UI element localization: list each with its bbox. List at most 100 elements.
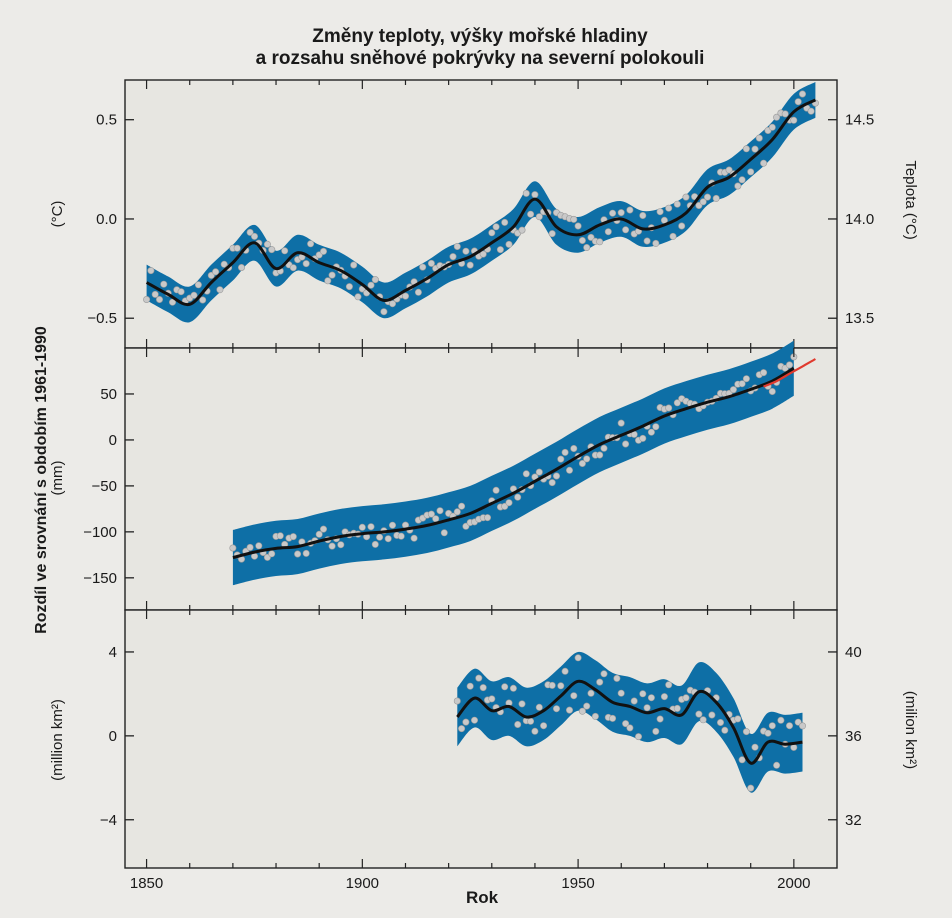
snow_cover-data-point (626, 724, 634, 732)
snow_cover-data-point (660, 693, 668, 701)
snow_cover-data-point (578, 707, 586, 715)
temperature-data-point (401, 292, 409, 300)
x-axis-label: Rok (466, 888, 499, 907)
sea_level-data-point (622, 440, 630, 448)
temperature-data-point (388, 300, 396, 308)
temperature-data-point (773, 113, 781, 121)
snow_cover-data-point (565, 706, 573, 714)
snow_cover-data-point (470, 716, 478, 724)
snow_cover-data-point (734, 715, 742, 723)
temperature-data-point (712, 194, 720, 202)
sea_level-data-point (596, 451, 604, 459)
temperature-data-point (760, 159, 768, 167)
temperature-ytick-right-label: 13.5 (845, 310, 874, 327)
snow_cover-ytick-left-label: 0 (109, 728, 117, 745)
temperature-data-point (307, 240, 315, 248)
snow_cover-data-point (647, 694, 655, 702)
snow_cover-data-point (557, 682, 565, 690)
snow_cover-ytick-left-label: 4 (109, 644, 117, 661)
temperature-data-point (742, 145, 750, 153)
snow_cover-data-point (561, 667, 569, 675)
sea_level-data-point (328, 542, 336, 550)
sea_level-data-point (367, 523, 375, 531)
temperature-data-point (462, 247, 470, 255)
sea_level-data-point (440, 529, 448, 537)
sea_level-data-point (583, 455, 591, 463)
panel-snow-cover-ylabel-left: (million km²) (49, 699, 66, 781)
temperature-data-point (522, 189, 530, 197)
sea_level-data-point (760, 369, 768, 377)
snow_cover-data-point (716, 718, 724, 726)
temperature-data-point (587, 233, 595, 241)
sea_level-data-point (535, 468, 543, 476)
temperature-ytick-right-label: 14.0 (845, 211, 874, 228)
temperature-smoothed-line (145, 98, 817, 307)
snow_cover-data-point (570, 692, 578, 700)
sea_level-data-point (371, 540, 379, 548)
snow_cover-uncertainty-band (457, 651, 803, 793)
sea_level-ytick-left-label: −50 (92, 478, 117, 495)
temperature-marks: −0.5 0.0 0.5 13.5 14.0 14.5 (87, 80, 874, 348)
temperature-data-point (302, 260, 310, 268)
snow_cover-data-point (785, 722, 793, 730)
snow_cover-data-point (574, 654, 582, 662)
temperature-data-point (453, 243, 461, 251)
snow_cover-data-point (682, 694, 690, 702)
sea_level-data-point (785, 361, 793, 369)
temperature-data-point (190, 291, 198, 299)
temperature-data-point (147, 267, 155, 275)
temperature-data-point (281, 247, 289, 255)
sea_level-data-point (522, 470, 530, 478)
sea_level-data-point (738, 380, 746, 388)
snow_cover-data-point (721, 726, 729, 734)
sea_level-data-point (561, 448, 569, 456)
temperature-data-point (268, 246, 276, 254)
snow_cover-data-point (531, 727, 539, 735)
snow_cover-data-point (540, 722, 548, 730)
snow_cover-ytick-left-label: −4 (100, 812, 117, 829)
temperature-data-point (367, 281, 375, 289)
xtick-label: 1900 (346, 875, 379, 892)
snow_cover-data-point (630, 697, 638, 705)
sea_level-data-point (315, 530, 323, 538)
sea_level-data-point (565, 466, 573, 474)
temperature-data-point (350, 261, 358, 269)
panel-snow-cover: (million km²) (milion km²) (49, 609, 919, 869)
temperature-data-point (578, 237, 586, 245)
temperature-data-point (319, 247, 327, 255)
sea_level-data-point (358, 523, 366, 531)
sea_level-data-point (268, 550, 276, 558)
snow_cover-data-point (656, 715, 664, 723)
temperature-data-point (199, 296, 207, 304)
temperature-data-point (212, 268, 220, 276)
temperature-data-point (177, 288, 185, 296)
temperature-data-point (449, 253, 457, 261)
snow_cover-data-point (514, 720, 522, 728)
sea_level-satellite-line (763, 358, 816, 388)
sea_level-data-point (276, 532, 284, 540)
snow_cover-data-point (699, 716, 707, 724)
temperature-data-point (626, 206, 634, 214)
temperature-data-point (479, 250, 487, 258)
sea_level-data-point (652, 423, 660, 431)
sea_level-data-point (742, 375, 750, 383)
sea_level-data-point (647, 428, 655, 436)
temperature-data-point (496, 246, 504, 254)
temperature-data-point (781, 110, 789, 118)
sea_level-data-point (410, 534, 418, 542)
temperature-data-point (324, 277, 332, 285)
sea_level-data-point (557, 455, 565, 463)
sea_level-data-point (570, 444, 578, 452)
sea_level-data-point (617, 419, 625, 427)
snow_cover-data-point (613, 674, 621, 682)
snow_cover-data-point (600, 670, 608, 678)
sea_level-data-point (432, 515, 440, 523)
snow_cover-smoothed-line (456, 679, 803, 765)
snow_cover-data-point (768, 722, 776, 730)
sea_level-data-point (337, 541, 345, 549)
sea_level-data-point (729, 386, 737, 394)
snow_cover-data-point (747, 784, 755, 792)
snow_cover-ytick-right-label: 36 (845, 728, 862, 745)
sea_level-marks: −150 −100 −50 0 50 (83, 340, 816, 610)
temperature-data-point (345, 283, 353, 291)
